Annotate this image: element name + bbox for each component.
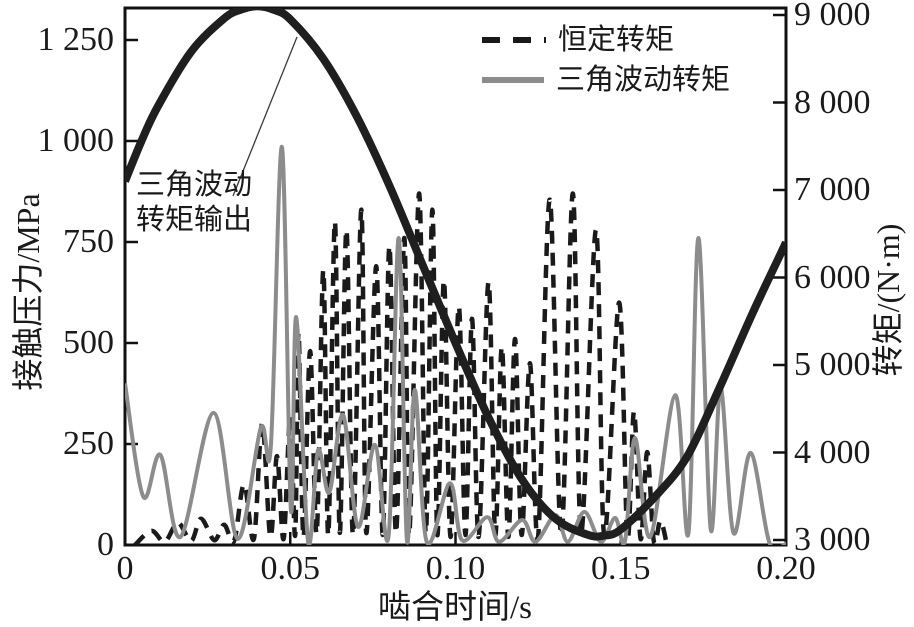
legend-item-triangular-torque: 三角波动转矩 (482, 60, 730, 100)
annotation-leader-line (232, 36, 298, 197)
x-tick-label: 0.15 (591, 550, 651, 587)
left-y-tick-label: 250 (63, 425, 114, 462)
left-y-tick-label: 1 250 (37, 21, 115, 58)
left-y-tick-label: 1 000 (37, 122, 115, 159)
right-axis-title: 转矩/(N·m) (870, 223, 906, 377)
series-0 (133, 191, 670, 545)
series-2 (125, 8, 786, 541)
right-y-tick-label: 7 000 (794, 171, 871, 208)
x-tick-label: 0.05 (260, 550, 321, 587)
right-y-tick-label: 3 000 (794, 521, 871, 558)
x-tick-label: 0.20 (756, 550, 816, 587)
legend-label-triangular-torque: 三角波动转矩 (556, 63, 731, 96)
right-y-tick-label: 8 000 (794, 83, 871, 121)
legend: 恒定转矩 三角波动转矩 (482, 20, 730, 100)
series-1 (125, 145, 786, 545)
legend-label-constant-torque: 恒定转矩 (558, 23, 675, 56)
annotation-triangular-torque-output: 三角波动 转矩输出 (136, 168, 252, 238)
left-axis-title: 接触压力/MPa (10, 193, 46, 391)
legend-item-constant-torque: 恒定转矩 (482, 20, 730, 60)
x-axis-title: 啮合时间/s (377, 590, 533, 626)
right-y-tick-label: 6 000 (794, 258, 871, 296)
right-y-tick-label: 9 000 (794, 0, 871, 33)
right-y-tick-label: 4 000 (794, 433, 871, 471)
right-y-tick-label: 5 000 (794, 346, 871, 383)
solid-line-sample (482, 77, 544, 83)
dashed-line-sample (482, 37, 546, 43)
x-tick-label: 0.10 (425, 550, 486, 587)
left-y-tick-label: 750 (63, 223, 114, 260)
left-y-tick-label: 500 (63, 324, 114, 361)
annotation-line-2: 转矩输出 (136, 203, 253, 236)
x-tick-label: 0 (116, 550, 134, 587)
left-y-tick-label: 0 (97, 526, 114, 563)
annotation-line-1: 三角波动 (136, 169, 253, 201)
